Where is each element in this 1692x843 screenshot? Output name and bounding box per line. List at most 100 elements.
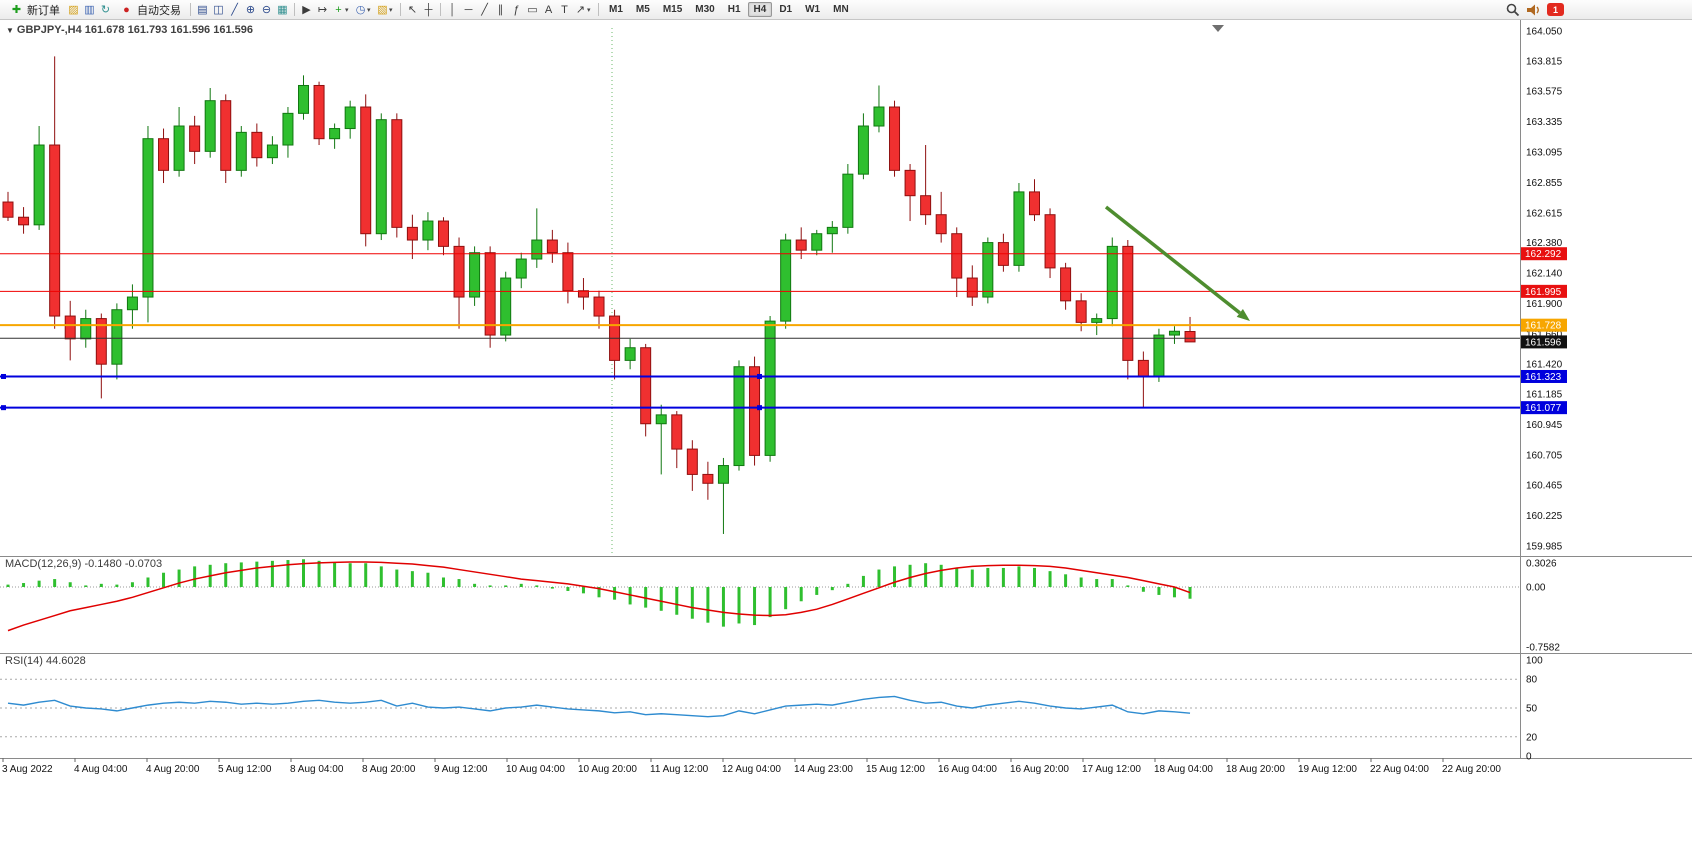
candle: [982, 242, 994, 298]
channel-icon[interactable]: ∥: [497, 3, 504, 16]
svg-text:22 Aug 04:00: 22 Aug 04:00: [1370, 764, 1429, 775]
notification-badge[interactable]: 1: [1547, 3, 1564, 16]
macd-panel[interactable]: 0.3026 0.00 -0.7582: [0, 559, 1560, 654]
svg-text:10 Aug 20:00: 10 Aug 20:00: [578, 764, 637, 775]
line-chart-icon[interactable]: ╱: [231, 3, 238, 16]
candle: [842, 173, 854, 228]
svg-text:15 Aug 12:00: 15 Aug 12:00: [866, 764, 925, 775]
svg-text:162.855: 162.855: [1526, 178, 1563, 189]
candle: [904, 169, 916, 197]
timeframe-MN[interactable]: MN: [833, 4, 849, 15]
horizontal-lines-layer[interactable]: [0, 253, 1520, 411]
line-handle: [757, 405, 762, 411]
price-axis[interactable]: 164.050 163.815 163.575 163.335 163.095 162.8…: [1526, 27, 1563, 553]
new-order-button[interactable]: ✚ 新订单: [4, 0, 65, 20]
time-axis[interactable]: 3 Aug 2022 4 Aug 04:00 4 Aug 20:00 5 Aug 12…: [2, 758, 1501, 775]
candle: [546, 239, 558, 254]
trendline-icon[interactable]: ╱: [481, 3, 488, 16]
candle: [375, 119, 387, 235]
svg-text:162.615: 162.615: [1526, 208, 1563, 219]
candle: [920, 195, 932, 216]
svg-text:160.705: 160.705: [1526, 450, 1563, 461]
shapes-icon[interactable]: ▭: [527, 3, 538, 16]
candle: [515, 258, 527, 279]
candle: [126, 296, 138, 311]
horizontal-line-icon[interactable]: ─: [464, 3, 473, 16]
timeframe-M1[interactable]: M1: [609, 4, 623, 15]
candle: [95, 318, 107, 365]
price-tag: [1521, 247, 1567, 261]
svg-text:11 Aug 12:00: 11 Aug 12:00: [650, 764, 709, 775]
chart-shift-icon[interactable]: ↦: [317, 3, 328, 16]
timeframe-D1[interactable]: D1: [779, 4, 793, 15]
indicators-icon[interactable]: +: [335, 3, 342, 16]
templates-dropdown-icon[interactable]: ▾: [389, 6, 393, 14]
timeframe-W1[interactable]: W1: [805, 4, 821, 15]
panel-separators: [0, 20, 1692, 759]
arrow-tool-icon[interactable]: ↗: [575, 3, 586, 16]
collapse-arrow-icon[interactable]: ▼: [6, 26, 14, 35]
svg-text:18 Aug 04:00: 18 Aug 04:00: [1154, 764, 1213, 775]
templates-icon[interactable]: ▧: [377, 3, 388, 16]
candle: [49, 144, 61, 317]
candle: [857, 125, 869, 175]
timeframe-H1[interactable]: H1: [727, 4, 741, 15]
auto-scroll-icon[interactable]: ▶: [302, 3, 311, 16]
refresh-icon[interactable]: ↻: [100, 3, 111, 16]
toolbar-right-group: 1: [1506, 3, 1564, 17]
periods-icon[interactable]: ◷: [355, 3, 366, 16]
text-label-icon[interactable]: T: [561, 3, 568, 16]
timeframe-M5[interactable]: M5: [635, 4, 650, 15]
candle: [251, 131, 263, 159]
candle: [1106, 245, 1118, 320]
market-watch-icon[interactable]: ▥: [84, 3, 95, 16]
alerts-icon[interactable]: [1526, 3, 1541, 17]
candle: [655, 414, 667, 425]
zoom-in-icon[interactable]: ⊕: [245, 3, 256, 16]
candle: [577, 290, 589, 298]
symbol-ohlc-readout: ▼ GBPJPY-,H4 161.678 161.793 161.596 161.…: [6, 24, 253, 36]
line-handle: [1, 405, 6, 411]
profiles-icon[interactable]: ▨: [68, 3, 79, 16]
rsi-panel[interactable]: 100 80 50 20 0: [0, 656, 1543, 763]
chart-shift-marker[interactable]: [1212, 25, 1224, 32]
price-tag: [1521, 369, 1567, 383]
vertical-line-icon[interactable]: │: [449, 3, 456, 16]
auto-trading-button[interactable]: ● 自动交易: [114, 0, 186, 20]
periods-dropdown-icon[interactable]: ▾: [367, 6, 371, 14]
search-icon[interactable]: [1506, 3, 1520, 17]
candle: [2, 201, 14, 218]
fibonacci-icon[interactable]: ƒ: [513, 3, 520, 16]
cursor-icon[interactable]: ↖: [407, 3, 418, 16]
candle: [1060, 267, 1072, 302]
candles-layer[interactable]: [2, 56, 1196, 534]
timeframe-H4[interactable]: H4: [747, 2, 773, 17]
tile-windows-icon[interactable]: ▦: [277, 3, 288, 16]
indicators-dropdown-icon[interactable]: ▾: [345, 6, 349, 14]
svg-text:161.728: 161.728: [1525, 321, 1562, 332]
crosshair-icon[interactable]: ┼: [424, 3, 433, 16]
timeframe-M15[interactable]: M15: [662, 4, 683, 15]
candle: [266, 144, 278, 159]
trend-arrow-object[interactable]: [1104, 205, 1250, 321]
svg-text:8 Aug 20:00: 8 Aug 20:00: [362, 764, 416, 775]
candle: [562, 252, 574, 292]
rsi-line: [7, 695, 1191, 718]
bar-chart-icon[interactable]: ▤: [197, 3, 208, 16]
candle: [717, 465, 729, 484]
candle: [1184, 331, 1196, 343]
timeframe-M30[interactable]: M30: [695, 4, 715, 15]
candle: [111, 309, 123, 365]
svg-text:50: 50: [1526, 704, 1538, 715]
text-icon[interactable]: A: [544, 3, 553, 16]
candle: [235, 131, 247, 171]
candle: [811, 233, 823, 251]
arrows-dropdown-icon[interactable]: ▾: [587, 6, 591, 14]
candlestick-chart-icon[interactable]: ◫: [213, 3, 224, 16]
candle: [702, 473, 714, 484]
svg-text:160.465: 160.465: [1526, 481, 1563, 492]
candle: [593, 296, 605, 317]
candle: [298, 84, 310, 114]
zoom-out-icon[interactable]: ⊖: [261, 3, 272, 16]
